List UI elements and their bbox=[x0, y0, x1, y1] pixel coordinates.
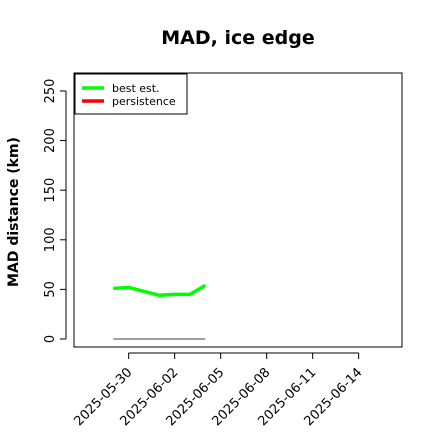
y-tick-label: 100 bbox=[43, 227, 58, 252]
y-axis-label: MAD distance (km) bbox=[6, 137, 22, 287]
x-axis: 2025-05-302025-06-022025-06-052025-06-08… bbox=[71, 352, 365, 429]
series-line-best-est- bbox=[113, 283, 207, 298]
legend-box bbox=[74, 73, 188, 115]
y-axis: 0 50 100 150 200 250 bbox=[43, 79, 67, 343]
y-tick-label: 200 bbox=[43, 128, 58, 153]
legend-label: persistence bbox=[112, 95, 176, 108]
y-tick-label: 0 bbox=[43, 335, 58, 343]
y-tick-label: 150 bbox=[43, 178, 58, 203]
y-tick-label: 50 bbox=[43, 281, 58, 298]
plot-frame bbox=[73, 72, 403, 348]
series-layer bbox=[113, 283, 207, 340]
y-tick-label: 250 bbox=[43, 79, 58, 104]
legend: best est.persistence bbox=[74, 73, 188, 115]
chart-title: MAD, ice edge bbox=[161, 27, 314, 49]
legend-label: best est. bbox=[112, 82, 160, 95]
